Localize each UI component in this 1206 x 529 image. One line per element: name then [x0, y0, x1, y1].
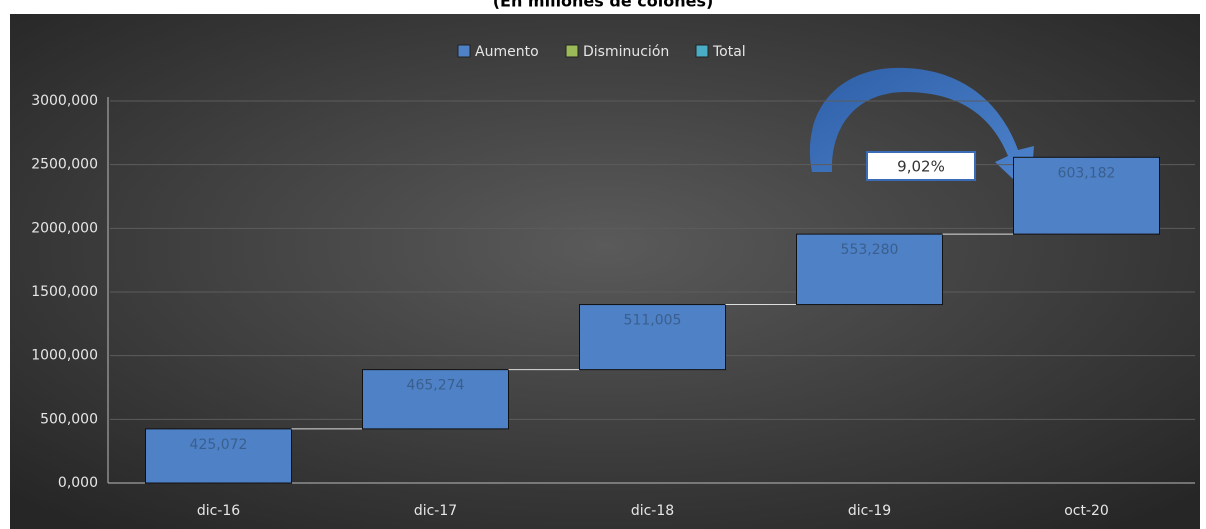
y-tick-label: 2500,000	[31, 157, 98, 173]
y-tick-label: 0,000	[58, 475, 98, 491]
x-tick-label: dic-16	[197, 503, 240, 519]
chart-title: (En millones de colones)	[493, 0, 714, 11]
annotation: 9,02%	[897, 158, 945, 176]
legend: Aumento Disminución Total	[457, 44, 746, 60]
bar	[1013, 156, 1160, 235]
bar	[362, 369, 509, 430]
bar	[796, 233, 943, 306]
y-tick-label: 1500,000	[31, 284, 98, 300]
data-label: 603,182	[1058, 165, 1116, 181]
bar	[579, 304, 726, 371]
y-tick-label: 500,000	[40, 411, 98, 427]
legend-label: Aumento	[475, 44, 539, 60]
x-tick-label: dic-19	[848, 503, 891, 519]
legend-label: Disminución	[583, 44, 669, 60]
legend-swatch	[695, 44, 709, 58]
x-tick-label: dic-18	[631, 503, 674, 519]
data-label: 511,005	[624, 313, 682, 329]
data-label: 553,280	[841, 242, 899, 258]
annotation-box	[866, 151, 976, 181]
y-tick-label: 1000,000	[31, 348, 98, 364]
y-tick-label: 2000,000	[31, 220, 98, 236]
x-tick-label: dic-17	[414, 503, 457, 519]
legend-label: Total	[712, 44, 746, 60]
legend-swatch	[565, 44, 579, 58]
data-label: 465,274	[407, 378, 465, 394]
annotation-arrow	[809, 67, 1034, 195]
legend-swatch	[457, 44, 471, 58]
bar	[145, 428, 292, 484]
y-tick-label: 3000,000	[31, 93, 98, 109]
x-tick-label: oct-20	[1064, 503, 1109, 519]
data-label: 425,072	[190, 437, 248, 453]
